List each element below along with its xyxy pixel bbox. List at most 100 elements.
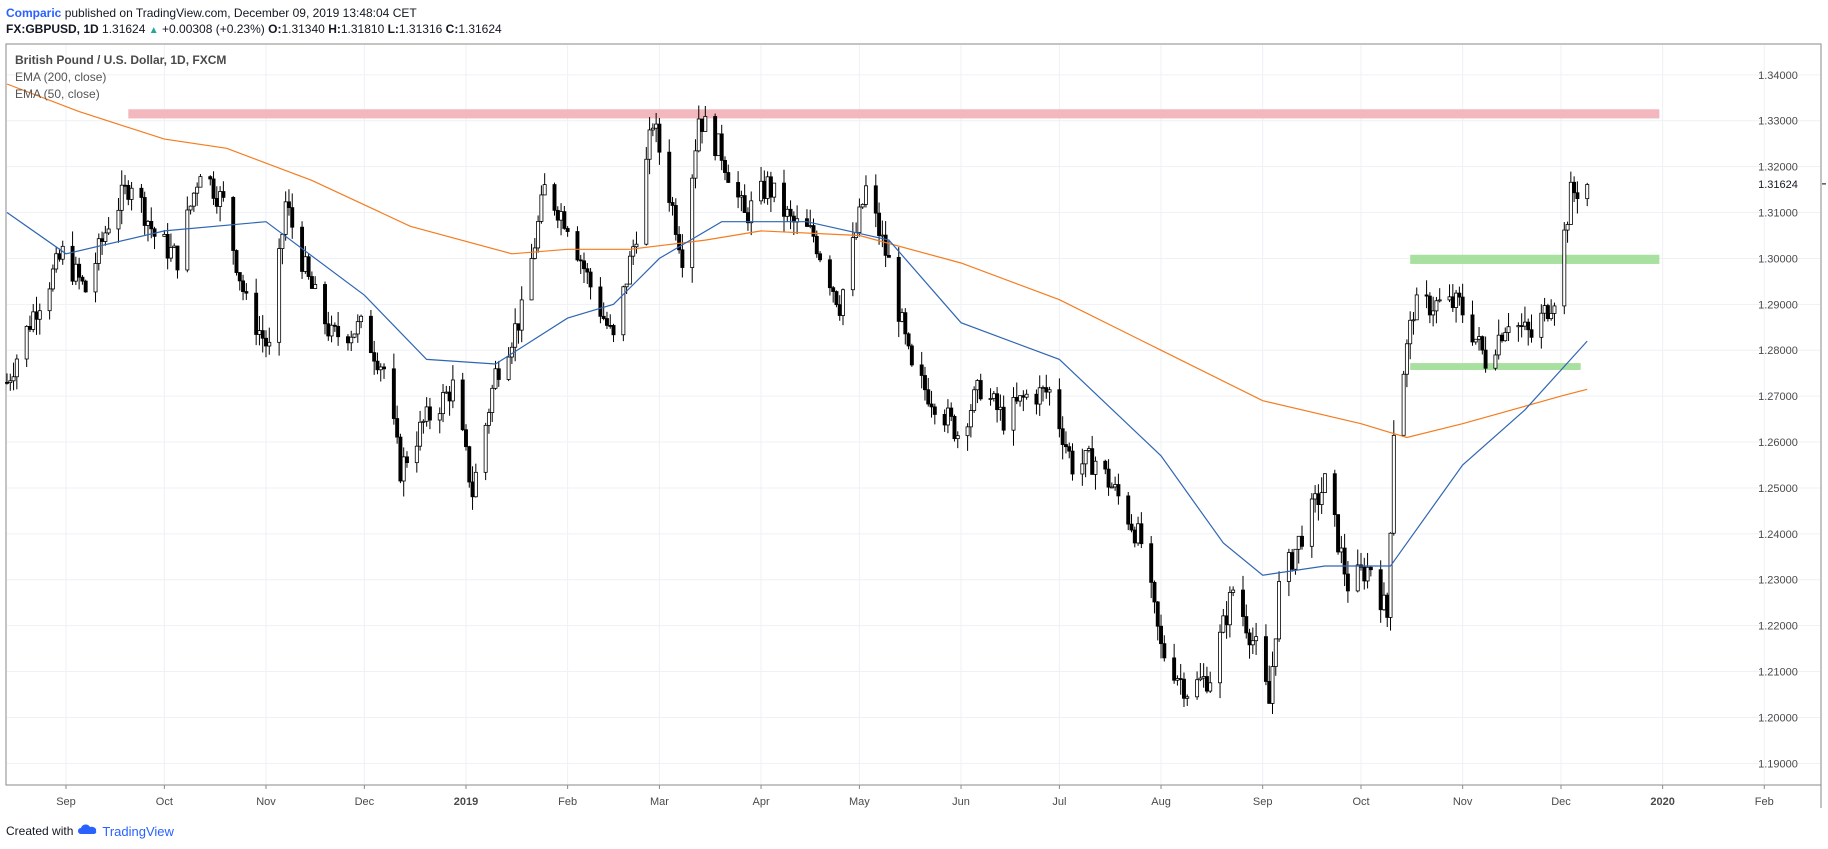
candle-up: [1565, 224, 1570, 231]
time-tick-label: Sep: [56, 796, 76, 808]
candle-up: [359, 315, 364, 323]
candle-down: [782, 182, 786, 217]
candle-down: [1178, 678, 1183, 680]
price-tick-label: 1.26000: [1758, 437, 1798, 449]
candle-up: [168, 247, 173, 259]
candle-up: [378, 366, 383, 371]
candle-up: [644, 158, 649, 245]
candle-down: [608, 325, 613, 327]
time-tick-label: Dec: [355, 796, 375, 808]
candle-down: [309, 276, 314, 289]
candle-up: [437, 413, 442, 421]
candle-down: [1519, 325, 1524, 327]
candle-up: [536, 221, 541, 249]
candle-down: [1116, 484, 1121, 497]
tradingview-logo-text[interactable]: TradingView: [102, 823, 174, 839]
candle-down: [496, 368, 501, 380]
low-value: 1.31316: [398, 22, 443, 36]
candle-down: [1368, 566, 1373, 571]
candle-down: [726, 172, 731, 183]
author-name[interactable]: Comparic: [6, 6, 62, 20]
candle-down: [467, 446, 472, 483]
candle-up: [424, 406, 429, 422]
candle-down: [149, 220, 154, 230]
candle-up: [418, 421, 423, 447]
price-tick-label: 1.30000: [1758, 253, 1798, 265]
candle-up: [96, 238, 101, 264]
time-tick-label: Oct: [1352, 796, 1369, 808]
candle-down: [736, 182, 741, 198]
time-axis[interactable]: Sep Oct Nov Dec 2019 Feb Mar Apr May Jun Jul Aug Sep…: [56, 785, 1774, 808]
candle-down: [1044, 387, 1049, 393]
candle-up: [1365, 566, 1370, 582]
candle-down: [1224, 615, 1229, 626]
candle-down: [460, 379, 465, 431]
candle-down: [1336, 514, 1341, 553]
candle-down: [1014, 397, 1019, 402]
price-change: +0.00308 (+0.23%): [162, 22, 265, 36]
candle-down: [1480, 336, 1485, 351]
candle-down: [1001, 406, 1006, 431]
candle-down: [1457, 292, 1462, 298]
ema-lines: [6, 83, 1588, 576]
candle-up: [1080, 463, 1085, 475]
candle-down: [1067, 446, 1072, 452]
candle-down: [1129, 523, 1134, 531]
candle-up: [945, 407, 950, 426]
candle-down: [1332, 473, 1337, 516]
price-axis[interactable]: 1.34000 1.33000 1.32000 1.31000 1.30000 1.290…: [1758, 70, 1826, 771]
candle-down: [231, 196, 236, 251]
candle-down: [1159, 625, 1163, 645]
candle-up: [106, 228, 111, 234]
candle-down: [1378, 569, 1383, 611]
legend-ema200[interactable]: EMA (200, close): [15, 70, 107, 84]
resistance-zone: [128, 109, 1660, 119]
candle-down: [326, 323, 331, 337]
candle-down: [942, 414, 947, 426]
candle-up: [116, 209, 121, 230]
time-tick-label: Nov: [1453, 796, 1473, 808]
ema200-line: [6, 83, 1588, 439]
last-price: 1.31624: [102, 22, 146, 36]
candle-down: [1152, 581, 1157, 603]
candle-up: [283, 201, 288, 235]
legend-ema50[interactable]: EMA (50, close): [15, 87, 100, 101]
close-value: 1.31624: [458, 22, 502, 36]
candle-up: [1339, 547, 1344, 553]
candle-down: [598, 286, 603, 317]
candle-down: [175, 245, 180, 271]
candle-up: [627, 255, 632, 285]
candle-up: [532, 247, 537, 259]
candle-up: [968, 410, 973, 428]
candle-down: [1572, 181, 1577, 194]
candle-down: [762, 180, 767, 199]
candle-down: [5, 381, 9, 384]
candle-down: [221, 191, 226, 198]
price-tick-label: 1.19000: [1758, 758, 1798, 770]
created-with-text: Created with: [6, 823, 74, 838]
candle-up: [634, 243, 639, 248]
candle-up: [955, 435, 960, 440]
candle-down: [208, 176, 213, 180]
time-tick-label: Jun: [952, 796, 970, 808]
candle-down: [1155, 601, 1160, 627]
candle-up: [14, 358, 19, 378]
candle-down: [804, 218, 809, 227]
candle-down: [254, 292, 259, 335]
candle-up: [1296, 535, 1301, 550]
candle-down: [1139, 523, 1144, 545]
candle-up: [1434, 300, 1439, 312]
candle-down: [657, 123, 662, 153]
candle-down: [100, 238, 105, 242]
candle-up: [54, 253, 59, 270]
candle-down: [27, 325, 32, 330]
candle-down: [949, 407, 954, 417]
candle-up: [759, 180, 764, 202]
candle-down: [70, 245, 75, 282]
candle-down: [978, 380, 983, 400]
candle-down: [336, 325, 341, 338]
candle-up: [1549, 312, 1554, 320]
candle-up: [850, 237, 855, 291]
candle-up: [965, 426, 970, 437]
